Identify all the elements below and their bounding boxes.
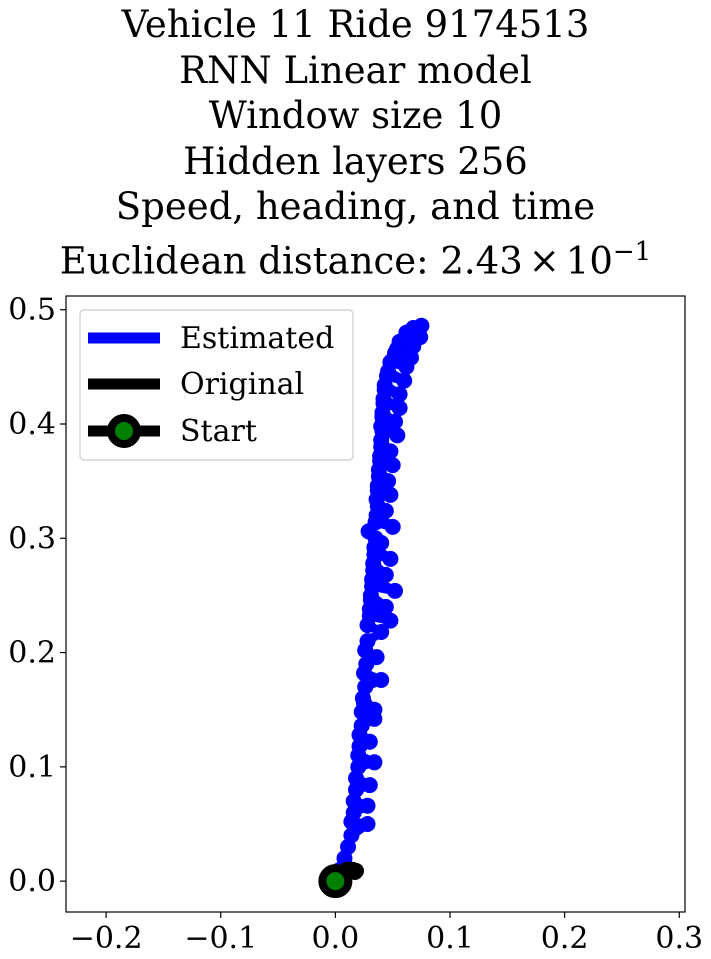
distance-prefix: Euclidean distance: [59,238,441,282]
data-point-estimated [350,758,367,775]
data-point-estimated [359,797,376,814]
data-point-estimated [389,427,406,444]
data-point-estimated [413,317,430,334]
data-point-estimated [391,400,408,416]
data-point-estimated [348,781,364,798]
data-point-estimated [387,413,403,430]
start-marker [318,864,353,899]
legend-label-start: Start [180,414,257,449]
data-point-estimated [380,473,397,490]
y-axis: 0.0 0.1 0.2 0.3 0.4 0.5 [8,293,66,899]
data-point-estimated [387,582,403,599]
legend: Estimated Original Start [79,309,354,461]
distance-exponent: −1 [612,236,652,267]
series-layer [318,317,430,899]
data-point-estimated [359,816,376,832]
data-point-estimated [384,518,401,535]
distance-mantissa: 2.43 [440,238,523,282]
legend-label-estimated: Estimated [180,321,334,356]
y-tick-label: 0.1 [8,750,56,785]
distance-base: 10 [565,238,613,282]
x-tick-label: 0.1 [426,921,474,956]
data-point-estimated [391,386,408,403]
data-point-estimated [382,443,399,460]
axes-frame [65,295,686,913]
y-tick-label: 0.2 [8,636,56,671]
x-tick-label: 0.2 [541,921,589,956]
data-point-estimated [382,550,399,567]
data-point-estimated [384,457,401,474]
x-tick-label: −0.1 [184,921,257,956]
x-tick-label: −0.2 [70,921,143,956]
y-tick-label: 0.5 [8,293,56,328]
data-point-estimated [382,486,399,503]
x-tick-label: 0.3 [655,921,703,956]
data-point-estimated [366,701,383,718]
legend-start-marker [107,414,141,448]
data-point-estimated [359,633,376,650]
data-point-estimated [366,754,383,771]
data-point-estimated [373,624,390,640]
distance-times: × [528,238,560,282]
data-point-estimated [396,372,413,389]
y-tick-label: 0.4 [8,407,56,442]
y-tick-label: 0.0 [8,864,56,899]
x-axis: −0.2 −0.1 0.0 0.1 0.2 0.3 [70,912,703,956]
x-tick-label: 0.0 [312,921,360,956]
data-point-estimated [361,777,378,794]
data-point-estimated [343,827,360,844]
data-point-estimated [357,678,374,695]
legend-label-original: Original [180,367,304,402]
data-point-estimated [345,804,362,821]
title-line-model: RNN Linear model [179,48,532,92]
chart-title: Vehicle 11 Ride 9174513 RNN Linear model… [0,2,711,283]
title-line-distance: Euclidean distance: 2.43 × 10−1 [0,230,711,284]
data-point-estimated [377,598,394,615]
data-point-estimated [373,534,390,551]
data-point-estimated [382,612,399,629]
data-point-estimated [377,502,394,519]
title-line-features: Speed, heading, and time [115,185,596,228]
title-line-window: Window size 10 [208,94,503,137]
data-point-estimated [353,717,370,734]
title-line-vehicle: Vehicle 11 Ride 9174513 [121,3,590,46]
data-point-estimated [377,566,394,583]
title-line-hidden: Hidden layers 256 [183,139,528,183]
data-point-estimated [373,672,390,688]
legend-frame [79,309,354,461]
y-tick-label: 0.3 [8,521,56,556]
